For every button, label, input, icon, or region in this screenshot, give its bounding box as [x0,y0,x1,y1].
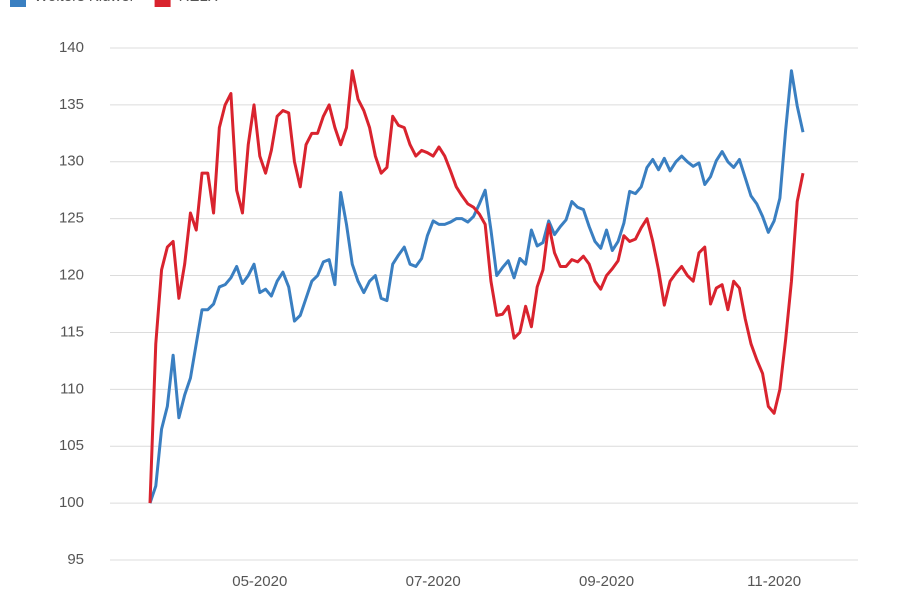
line-series [148,69,805,504]
y-tick-label: 120 [59,267,84,284]
legend-item: Wolters Kluwer [10,0,135,7]
y-tick-label: 130 [59,153,84,170]
legend-item: RELX [154,0,218,7]
legend-label: Wolters Kluwer [34,0,135,5]
x-tick-label: 07-2020 [406,573,461,590]
y-tick-label: 140 [59,39,84,56]
y-tick-label: 125 [59,210,84,227]
y-tick-label: 110 [60,380,84,397]
y-tick-label: 135 [59,96,84,113]
y-tick-label: 115 [60,323,84,340]
x-tick-label: 11-2020 [747,573,801,590]
y-tick-label: 95 [67,551,84,568]
legend-label: RELX [179,0,218,5]
legend-swatch [154,0,171,7]
x-tick-label: 05-2020 [232,573,287,590]
y-tick-label: 100 [59,494,84,511]
line-series [148,69,805,504]
legend-swatch [10,0,26,7]
y-tick-label: 105 [59,437,84,454]
x-tick-label: 09-2020 [579,573,634,590]
